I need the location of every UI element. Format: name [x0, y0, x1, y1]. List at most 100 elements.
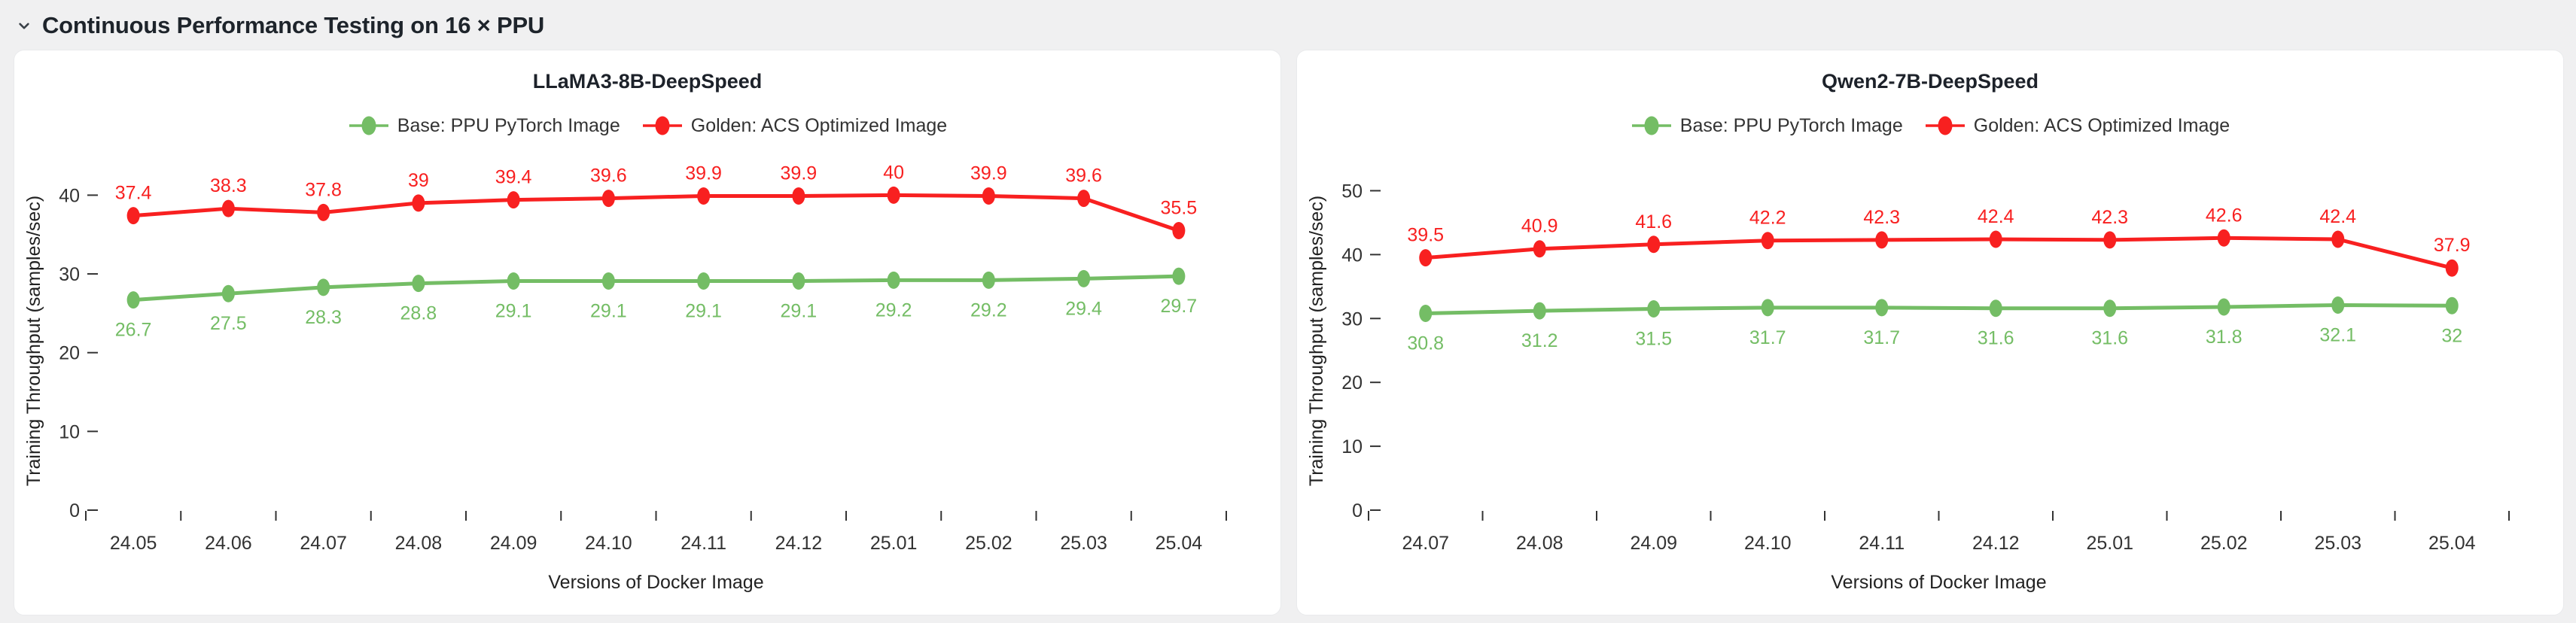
legend-marker-golden-icon: [642, 116, 682, 135]
legend-item-golden[interactable]: Golden: ACS Optimized Image: [1924, 114, 2230, 137]
chart-legend: Base: PPU PyTorch Image Golden: ACS Opti…: [14, 113, 1280, 138]
chart-panel-llama3-8b: LLaMA3-8B-DeepSpeed Base: PPU PyTorch Im…: [14, 50, 1281, 615]
y-tick-label: 40: [59, 185, 80, 206]
data-point-marker: [982, 271, 995, 289]
data-point-label: 39.4: [495, 167, 532, 188]
data-point-label: 31.6: [1978, 328, 2014, 349]
x-tick-label: 24.05: [110, 533, 157, 554]
data-point-marker: [697, 187, 711, 205]
data-point-marker: [1077, 190, 1091, 208]
data-point-label: 31.7: [1749, 327, 1786, 348]
data-point-marker: [2217, 298, 2230, 316]
data-point-label: 35.5: [1161, 197, 1198, 218]
data-point-label: 37.4: [115, 183, 152, 204]
x-tick-label: 24.08: [395, 533, 443, 554]
x-tick-label: 25.01: [870, 533, 918, 554]
x-tick-label: 24.09: [1630, 533, 1677, 554]
legend-item-base[interactable]: Base: PPU PyTorch Image: [348, 114, 620, 137]
data-point-marker: [1533, 240, 1546, 258]
data-point-marker: [1875, 231, 1889, 249]
legend-marker-base-icon: [1631, 116, 1671, 135]
data-point-marker: [1761, 232, 1774, 250]
x-tick-label: 24.09: [490, 533, 537, 554]
data-point-marker: [221, 199, 235, 217]
y-tick-label: 10: [59, 421, 80, 442]
chevron-down-icon[interactable]: [14, 15, 35, 36]
charts-row: LLaMA3-8B-DeepSpeed Base: PPU PyTorch Im…: [0, 50, 2576, 615]
data-point-marker: [1989, 230, 2002, 248]
y-tick-label: 30: [59, 264, 80, 285]
legend-item-golden[interactable]: Golden: ACS Optimized Image: [641, 114, 947, 137]
data-point-marker: [1761, 299, 1774, 317]
data-point-label: 42.3: [2091, 207, 2128, 228]
x-axis-label: Versions of Docker Image: [548, 572, 763, 593]
data-point-label: 32.1: [2319, 324, 2356, 345]
llama3-8b-line-chart: Training Throughput (samples/sec) 0 10 20 30…: [23, 162, 1227, 593]
data-point-label: 39: [408, 170, 429, 191]
data-point-label: 29.1: [781, 300, 818, 321]
data-point-marker: [887, 186, 900, 204]
data-point-label: 40.9: [1521, 216, 1558, 237]
x-tick-label: 25.03: [1060, 533, 1107, 554]
data-point-marker: [1647, 300, 1661, 318]
x-tick-label: 24.07: [1402, 533, 1449, 554]
legend-marker-golden-icon: [1925, 116, 1965, 135]
legend-label-base: Base: PPU PyTorch Image: [397, 114, 620, 136]
data-point-marker: [1077, 269, 1091, 287]
qwen2-7b-line-chart: Training Throughput (samples/sec) 0 10 20 30…: [1306, 181, 2510, 593]
data-point-marker: [126, 291, 140, 309]
x-tick-label: 25.04: [1156, 533, 1203, 554]
data-point-marker: [2445, 296, 2459, 315]
y-tick-label: 30: [1341, 308, 1363, 330]
data-point-marker: [1419, 249, 1433, 267]
data-point-marker: [601, 272, 615, 290]
data-point-label: 29.2: [970, 299, 1007, 321]
data-point-label: 42.4: [2319, 206, 2356, 227]
data-point-label: 29.4: [1065, 298, 1102, 319]
data-point-label: 39.6: [590, 166, 627, 187]
data-point-marker: [792, 187, 805, 205]
x-tick-label: 25.02: [2200, 533, 2248, 554]
data-point-marker: [1875, 299, 1889, 317]
legend-item-base[interactable]: Base: PPU PyTorch Image: [1631, 114, 1903, 137]
series-line: [1423, 236, 2454, 270]
section-header: Continuous Performance Testing on 16 × P…: [0, 0, 2576, 50]
y-tick-label: 0: [1352, 500, 1363, 521]
y-tick-label: 0: [69, 500, 80, 521]
data-point-label: 26.7: [115, 320, 152, 341]
legend-dot: [1938, 116, 1953, 135]
data-point-label: 31.7: [1863, 327, 1900, 348]
data-point-marker: [1533, 302, 1546, 320]
legend-dot: [1644, 116, 1659, 135]
data-point-label: 42.6: [2206, 205, 2243, 226]
y-axis-label: Training Throughput (samples/sec): [1306, 196, 1327, 486]
y-tick-label: 50: [1341, 181, 1363, 202]
data-point-label: 29.1: [590, 300, 627, 321]
data-point-label: 31.8: [2206, 327, 2243, 348]
chart-title-qwen2-7b: Qwen2-7B-DeepSpeed: [1821, 70, 2039, 93]
data-point-label: 39.6: [1065, 166, 1102, 187]
x-tick-label: 24.12: [775, 533, 823, 554]
data-point-marker: [792, 272, 805, 290]
data-point-marker: [221, 284, 235, 302]
data-point-marker: [1419, 304, 1433, 322]
data-point-label: 29.1: [685, 300, 722, 321]
data-point-label: 28.3: [305, 307, 342, 328]
data-point-label: 42.4: [1978, 206, 2014, 227]
data-point-label: 39.9: [781, 163, 818, 184]
data-point-marker: [412, 194, 425, 212]
data-point-marker: [1989, 299, 2002, 318]
legend-marker-base-icon: [349, 116, 388, 135]
data-point-label: 31.5: [1635, 329, 1672, 350]
series-line: [131, 193, 1181, 232]
data-point-marker: [982, 187, 995, 205]
data-point-label: 37.9: [2434, 235, 2471, 256]
data-point-marker: [1172, 221, 1186, 239]
x-tick-label: 25.02: [965, 533, 1012, 554]
data-point-marker: [697, 272, 711, 290]
data-point-label: 29.7: [1161, 296, 1198, 317]
legend-dot: [361, 116, 376, 135]
data-point-label: 31.2: [1521, 330, 1558, 351]
data-point-marker: [2217, 229, 2230, 247]
data-point-label: 42.2: [1749, 208, 1786, 229]
